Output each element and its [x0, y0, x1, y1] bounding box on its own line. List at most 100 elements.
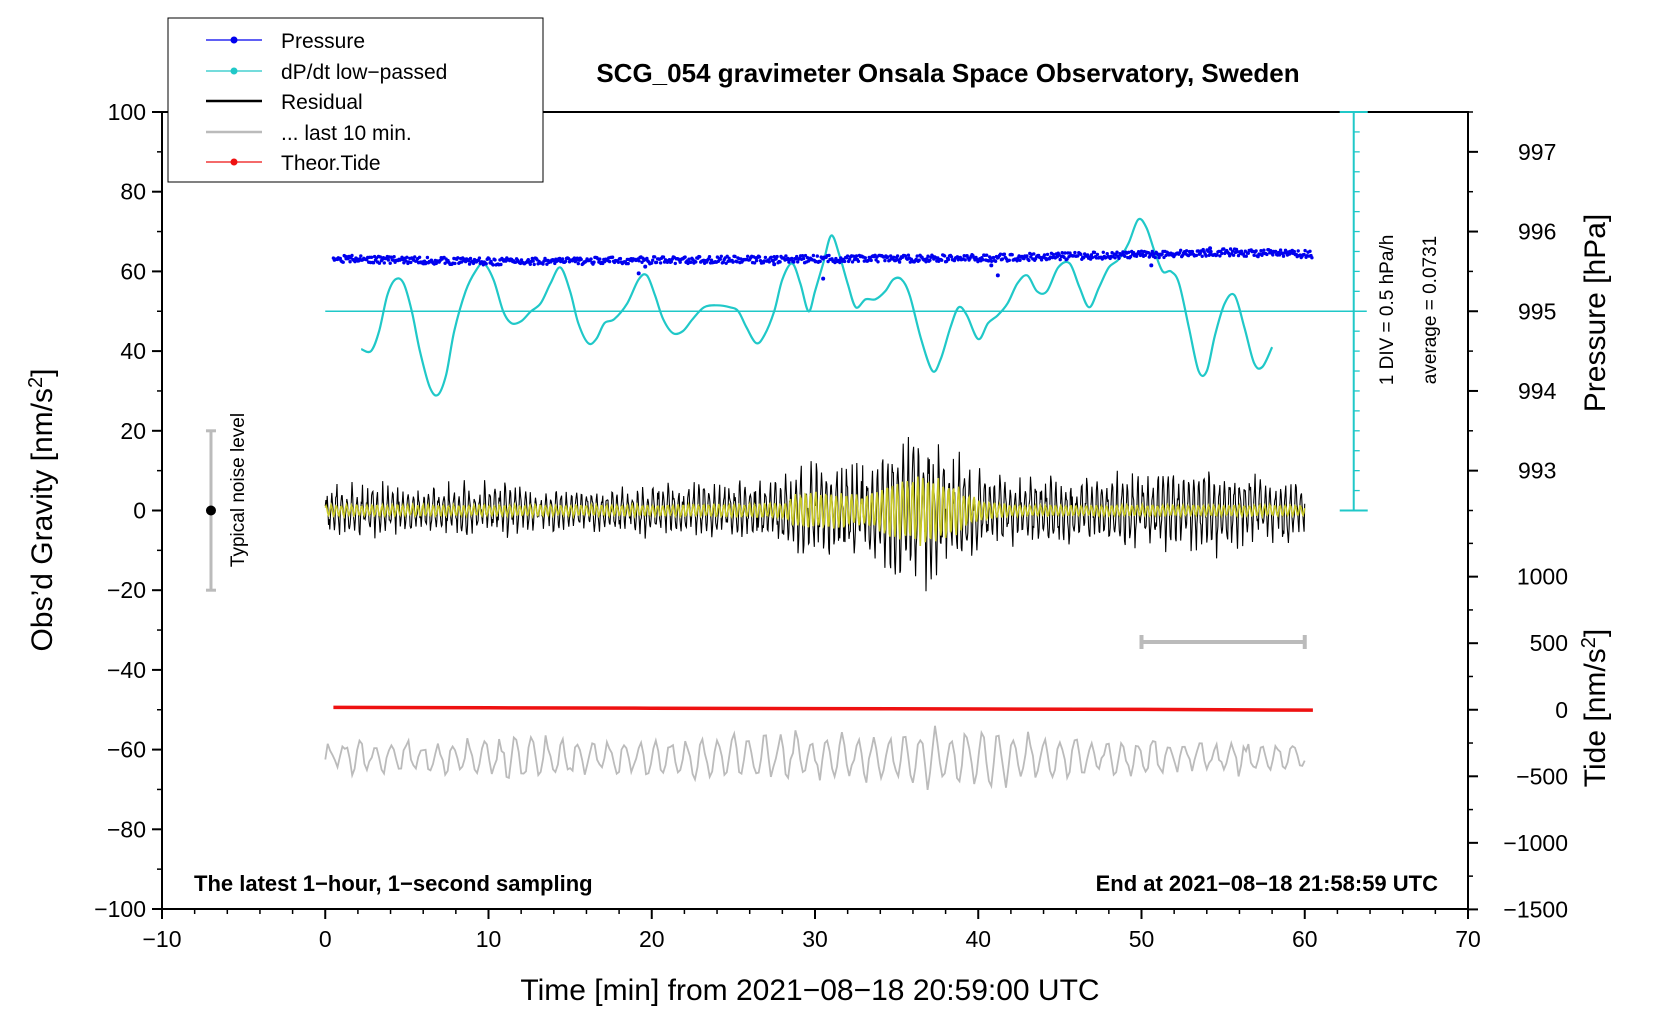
- tide-tick-label: 500: [1530, 630, 1568, 656]
- tide-tick-label: 0: [1555, 697, 1568, 723]
- pressure-point: [1025, 254, 1029, 258]
- pressure-point: [1281, 254, 1286, 258]
- pressure-point: [541, 262, 545, 266]
- pressure-point: [727, 256, 731, 260]
- pressure-point: [757, 255, 762, 259]
- y-tick-label: 0: [133, 498, 146, 524]
- pressure-outlier-point: [636, 271, 641, 276]
- pressure-point: [687, 257, 691, 261]
- pressure-point: [1079, 252, 1083, 256]
- pressure-point: [1196, 249, 1201, 253]
- legend-items: [206, 36, 262, 166]
- pressure-point: [991, 255, 996, 260]
- pressure-point: [1246, 251, 1251, 255]
- pressure-point: [350, 253, 354, 258]
- pressure-point: [784, 254, 788, 258]
- pressure-point: [1215, 253, 1219, 257]
- pressure-point: [389, 255, 393, 259]
- pressure-point: [1073, 250, 1077, 255]
- pressure-series: [331, 246, 1314, 281]
- pressure-point: [341, 260, 345, 264]
- pressure-point: [949, 255, 954, 259]
- pressure-point: [1018, 258, 1022, 262]
- pressure-point: [1206, 249, 1210, 253]
- pressure-point: [1296, 249, 1300, 253]
- y-axis-title-left: Obs’d Gravity [nm/s2]: [25, 369, 59, 652]
- pressure-point: [942, 254, 947, 258]
- pressure-point: [1209, 249, 1213, 254]
- pressure-point: [1090, 255, 1095, 260]
- y-tick-label: 100: [108, 99, 146, 125]
- pressure-point: [1002, 252, 1007, 256]
- y-tick-label: −80: [107, 816, 146, 842]
- pressure-point: [883, 258, 887, 263]
- pressure-point: [618, 256, 623, 261]
- pressure-point: [850, 260, 855, 264]
- pressure-point: [673, 261, 677, 266]
- pressure-point: [719, 254, 723, 258]
- pressure-point: [1113, 256, 1117, 260]
- pressure-point: [1230, 249, 1235, 253]
- legend-sample-marker: [230, 36, 238, 44]
- pressure-point: [827, 253, 831, 258]
- y-axis-title-tide-sup: 2: [1578, 637, 1600, 648]
- pressure-point: [915, 254, 919, 258]
- pressure-point: [487, 257, 491, 261]
- pressure-point: [1065, 257, 1069, 261]
- pressure-point: [1032, 252, 1036, 256]
- pressure-point: [1015, 259, 1019, 263]
- legend-sample-marker: [230, 67, 238, 75]
- pressure-point: [616, 260, 621, 264]
- pressure-point: [746, 254, 750, 258]
- pressure-point: [477, 256, 482, 260]
- pressure-point: [456, 256, 460, 260]
- pressure-point: [1101, 250, 1106, 254]
- pressure-point: [626, 261, 630, 266]
- pressure-point: [405, 255, 409, 259]
- pressure-point: [707, 255, 712, 259]
- pressure-point: [1164, 253, 1168, 258]
- pressure-point: [388, 261, 392, 265]
- pressure-point: [1262, 248, 1266, 252]
- pressure-point: [763, 255, 768, 260]
- pressure-point: [528, 262, 532, 266]
- pressure-point: [607, 259, 612, 264]
- pressure-point: [417, 255, 422, 259]
- pressure-point: [733, 254, 737, 259]
- pressure-point: [1105, 252, 1109, 256]
- pressure-tick-label: 996: [1518, 219, 1556, 245]
- pressure-point: [1092, 250, 1097, 255]
- pressure-point: [382, 261, 386, 265]
- pressure-point: [499, 262, 503, 267]
- pressure-point: [1231, 253, 1236, 257]
- pressure-point: [689, 260, 693, 264]
- pressure-point: [1150, 249, 1155, 254]
- series-layer: [324, 217, 1367, 791]
- pressure-tick-label: 997: [1518, 139, 1556, 165]
- y-tick-label: 40: [120, 338, 146, 364]
- x-tick-label: 70: [1455, 926, 1481, 952]
- x-tick-label: 60: [1292, 926, 1318, 952]
- pressure-outlier-point: [995, 273, 1000, 278]
- pressure-point: [1244, 254, 1249, 258]
- x-tick-label: 0: [319, 926, 332, 952]
- pressure-point: [530, 256, 534, 261]
- pressure-point: [467, 262, 472, 266]
- pressure-point: [752, 261, 757, 265]
- pressure-point: [1303, 248, 1307, 253]
- pressure-point: [1121, 250, 1125, 254]
- pressure-point: [1252, 253, 1256, 257]
- pressure-point: [526, 258, 530, 262]
- y-tick-label: 60: [120, 258, 146, 284]
- pressure-point: [353, 259, 357, 264]
- pressure-point: [998, 252, 1003, 256]
- pressure-point: [926, 254, 930, 258]
- pressure-tick-label: 994: [1518, 378, 1557, 404]
- pressure-point: [572, 256, 577, 260]
- pressure-point: [1063, 251, 1067, 255]
- pressure-point: [981, 258, 985, 262]
- pressure-point: [378, 255, 383, 259]
- pressure-point: [658, 261, 663, 265]
- pressure-point: [834, 256, 838, 261]
- pressure-point: [985, 253, 989, 257]
